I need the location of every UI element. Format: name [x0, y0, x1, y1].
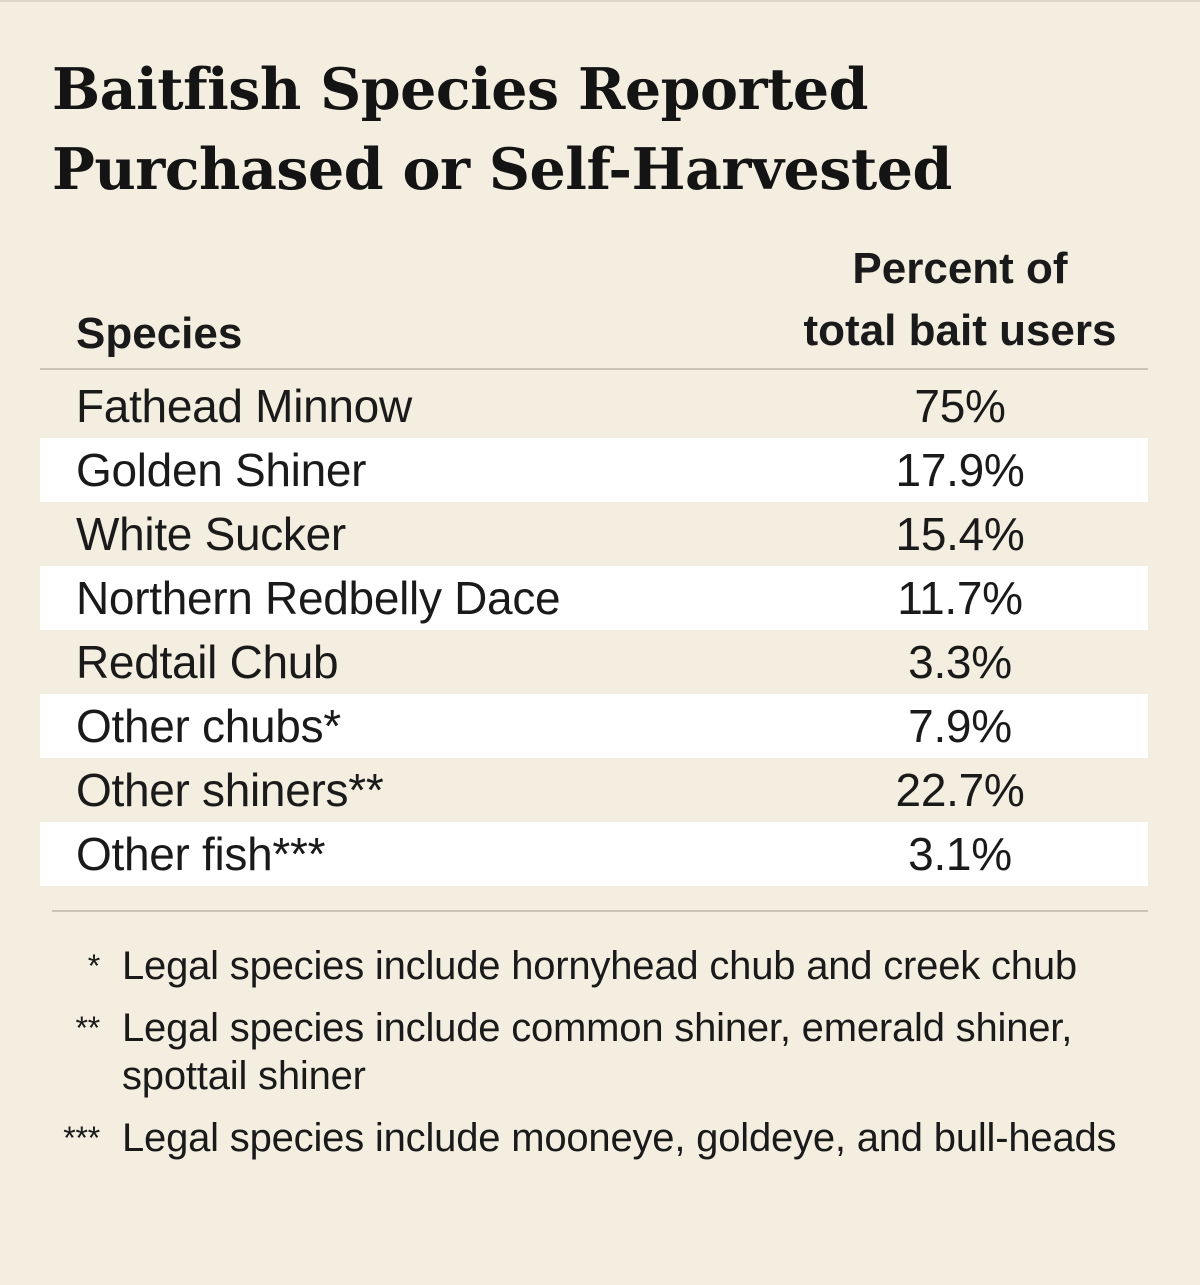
chart-title-line-2: Purchased or Self-Harvested — [52, 136, 952, 203]
chart-title-line-1: Baitfish Species Reported — [52, 56, 868, 123]
column-header-species: Species — [76, 309, 243, 358]
species-cell: Other shiners** — [76, 764, 384, 816]
footnote: * Legal species include hornyhead chub an… — [40, 942, 1148, 990]
footnote-mark: * — [87, 948, 100, 984]
chart-title: Baitfish Species Reported Purchased or S… — [52, 50, 1152, 210]
footnote: *** Legal species include mooneye, goldey… — [40, 1114, 1148, 1162]
percent-cell: 7.9% — [908, 700, 1012, 752]
table-row: Other shiners** 22.7% — [40, 758, 1148, 822]
table-row: Fathead Minnow 75% — [40, 374, 1148, 438]
species-cell: Fathead Minnow — [76, 380, 412, 432]
table-body: Fathead Minnow 75% Golden Shiner 17.9% White… — [40, 374, 1148, 886]
footnote-mark: ** — [75, 1010, 100, 1046]
table-row: Golden Shiner 17.9% — [40, 438, 1148, 502]
footnote: ** Legal species include common shiner, e… — [40, 1004, 1148, 1100]
footnote-divider — [52, 910, 1148, 912]
footnote-text: Legal species include common shiner, eme… — [122, 1006, 1073, 1098]
column-header-percent-line-1: Percent of — [852, 244, 1068, 293]
percent-cell: 15.4% — [895, 508, 1025, 560]
percent-cell: 11.7% — [897, 572, 1023, 624]
percent-cell: 3.1% — [908, 828, 1012, 880]
percent-cell: 17.9% — [895, 444, 1025, 496]
species-cell: Other fish*** — [76, 828, 326, 880]
footnote-mark: *** — [63, 1120, 100, 1156]
footnote-text: Legal species include hornyhead chub and… — [122, 944, 1077, 988]
table-row: Redtail Chub 3.3% — [40, 630, 1148, 694]
species-cell: Other chubs* — [76, 700, 341, 752]
percent-cell: 75% — [914, 380, 1006, 432]
species-cell: White Sucker — [76, 508, 346, 560]
table-header: Species Percent of total bait users — [40, 240, 1148, 370]
table-row: Northern Redbelly Dace 11.7% — [40, 566, 1148, 630]
table-row: Other fish*** 3.1% — [40, 822, 1148, 886]
table-row: Other chubs* 7.9% — [40, 694, 1148, 758]
species-cell: Northern Redbelly Dace — [76, 572, 561, 624]
percent-cell: 3.3% — [908, 636, 1012, 688]
footnote-text: Legal species include mooneye, goldeye, … — [122, 1116, 1117, 1160]
column-header-percent-line-2: total bait users — [803, 306, 1117, 355]
species-cell: Redtail Chub — [76, 636, 339, 688]
table-row: White Sucker 15.4% — [40, 502, 1148, 566]
percent-cell: 22.7% — [895, 764, 1025, 816]
column-header-percent: Percent of total bait users — [772, 238, 1148, 362]
footnotes: * Legal species include hornyhead chub an… — [40, 942, 1148, 1176]
species-cell: Golden Shiner — [76, 444, 367, 496]
